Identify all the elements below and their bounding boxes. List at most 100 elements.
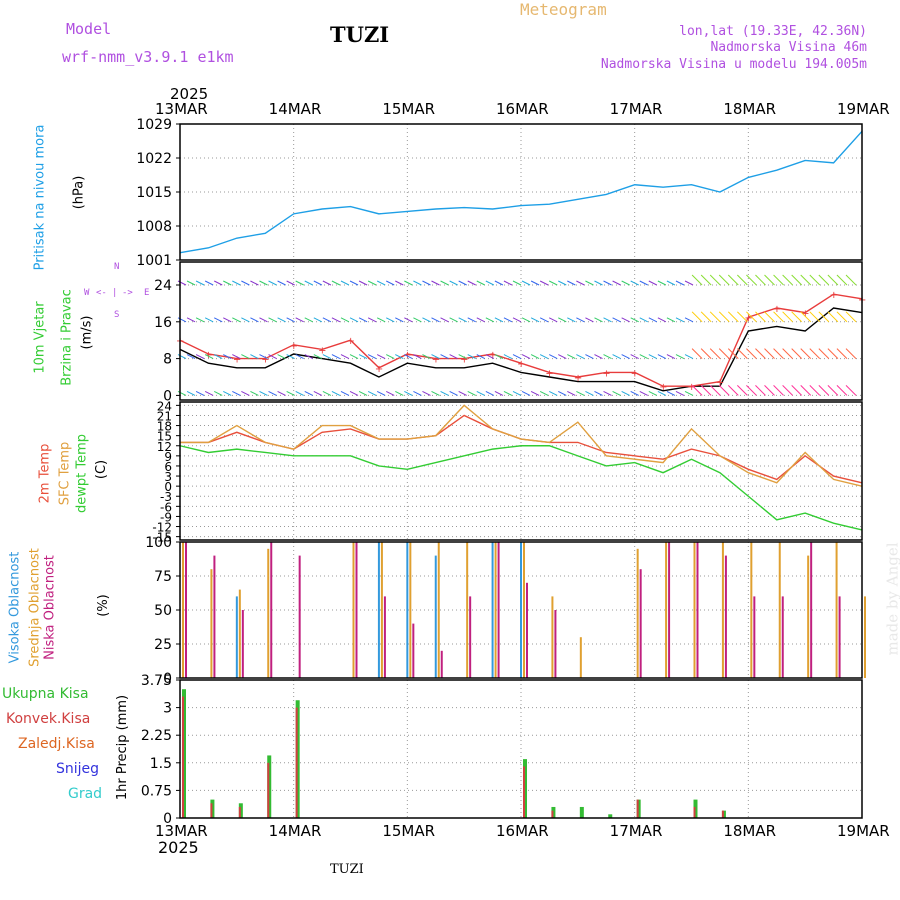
series-line bbox=[179, 445, 863, 531]
wind-barb bbox=[358, 390, 368, 396]
precip-grid-label: Zaledj.Kisa bbox=[18, 736, 95, 752]
bar bbox=[835, 542, 838, 678]
wind-barb bbox=[755, 274, 766, 286]
wind-barb bbox=[213, 390, 223, 396]
wind-barb bbox=[232, 280, 241, 286]
wind-barb bbox=[322, 280, 332, 286]
wind-barb bbox=[241, 390, 250, 396]
wind-barb bbox=[818, 274, 830, 286]
cloud-mid-title: Srednja Oblacnost bbox=[27, 548, 43, 667]
pressure-title: Pritisak na nivou mora bbox=[32, 124, 48, 271]
precip-unit: 1hr Precip (mm) bbox=[115, 694, 131, 801]
wind-barb bbox=[186, 390, 196, 396]
wind-barb bbox=[800, 311, 812, 323]
wind-barb bbox=[621, 280, 630, 286]
wind-barb bbox=[736, 385, 748, 396]
wind-barb bbox=[458, 390, 467, 396]
wind-barb bbox=[827, 385, 839, 396]
wind-barb bbox=[186, 317, 196, 323]
wind-barb bbox=[213, 317, 223, 323]
wind-barb bbox=[422, 317, 431, 323]
wind-barb bbox=[268, 317, 277, 323]
wind-barb bbox=[195, 390, 205, 396]
wind-barb bbox=[727, 348, 739, 359]
compass-glyph: -> bbox=[122, 288, 133, 298]
wind-barb bbox=[322, 317, 332, 323]
wind-barb bbox=[358, 317, 368, 323]
bar bbox=[810, 542, 813, 678]
chart-marks: ++ + ++ ++++ + + +++ + + ++ + +++ ++ + bbox=[176, 130, 866, 818]
wind-barb bbox=[845, 385, 857, 396]
wind-barb bbox=[449, 280, 458, 286]
bottom-date-tick: 17MAR bbox=[609, 822, 663, 840]
wind-barb bbox=[709, 274, 721, 286]
wind-barb bbox=[440, 317, 449, 323]
wind-barb bbox=[684, 354, 694, 360]
wind-barb bbox=[386, 390, 395, 396]
wind-barb bbox=[367, 280, 377, 286]
y-tick-label: 0 bbox=[163, 671, 172, 687]
wind-barb bbox=[413, 317, 422, 323]
wind-title-1: 10m Vjetar bbox=[32, 301, 48, 374]
wind-barb bbox=[576, 354, 585, 360]
wind-barb bbox=[286, 317, 295, 323]
wind-barb bbox=[186, 280, 196, 286]
wind-barb bbox=[512, 317, 522, 323]
wind-barb bbox=[494, 280, 504, 286]
wind-barb bbox=[657, 390, 667, 396]
y-tick-label: 18 bbox=[157, 420, 172, 434]
gust-marker: + bbox=[716, 378, 724, 389]
wind-barb bbox=[386, 354, 395, 360]
gust-marker: + bbox=[744, 313, 752, 324]
wind-barb bbox=[331, 317, 341, 323]
wind-barb bbox=[213, 354, 223, 360]
wind-barb bbox=[639, 354, 648, 360]
wind-barb bbox=[764, 274, 775, 286]
y-tick-label: 100 bbox=[145, 535, 172, 551]
bar bbox=[355, 542, 358, 678]
bottom-date-tick: 16MAR bbox=[496, 822, 549, 840]
wind-barb bbox=[422, 390, 431, 396]
wind-barb bbox=[340, 354, 350, 360]
wind-barb bbox=[295, 280, 304, 286]
bar bbox=[579, 637, 582, 678]
wind-barb bbox=[621, 390, 630, 396]
precip-total-label: Ukupna Kisa bbox=[2, 686, 89, 702]
temp-2m-title: 2m Temp bbox=[37, 443, 53, 504]
wind-barb bbox=[386, 280, 395, 286]
bar bbox=[383, 596, 386, 678]
y-tick-label: 16 bbox=[154, 315, 172, 331]
wind-barb bbox=[800, 385, 812, 396]
wind-barb bbox=[727, 311, 739, 323]
wind-barb bbox=[791, 385, 803, 396]
station-title: TUZI bbox=[330, 22, 390, 47]
wind-barb bbox=[809, 348, 821, 359]
wind-barb bbox=[530, 317, 540, 323]
bar bbox=[753, 596, 756, 678]
wind-barb bbox=[691, 348, 703, 359]
wind-barb bbox=[440, 280, 449, 286]
y-tick-label: 24 bbox=[154, 278, 172, 294]
wind-barb bbox=[709, 385, 721, 396]
y-tick-label: 2.25 bbox=[141, 728, 172, 744]
wind-barb bbox=[322, 390, 332, 396]
wind-barb bbox=[603, 317, 612, 323]
wind-barb bbox=[404, 280, 413, 286]
wind-barb bbox=[277, 317, 286, 323]
y-tick-label: 9 bbox=[164, 450, 172, 464]
wind-barb bbox=[512, 354, 522, 360]
wind-barb bbox=[223, 354, 232, 360]
gust-marker: + bbox=[375, 364, 383, 375]
wind-barb bbox=[340, 390, 350, 396]
wind-barb bbox=[232, 390, 241, 396]
wind-barb bbox=[458, 354, 467, 360]
wind-barb bbox=[539, 317, 549, 323]
wind-barb bbox=[594, 354, 603, 360]
wind-barb bbox=[773, 274, 784, 286]
bar bbox=[636, 548, 639, 678]
wind-barb bbox=[845, 348, 857, 359]
y-tick-label: -3 bbox=[160, 490, 172, 504]
y-tick-label: 0 bbox=[163, 388, 172, 404]
gust-marker: + bbox=[773, 304, 781, 315]
